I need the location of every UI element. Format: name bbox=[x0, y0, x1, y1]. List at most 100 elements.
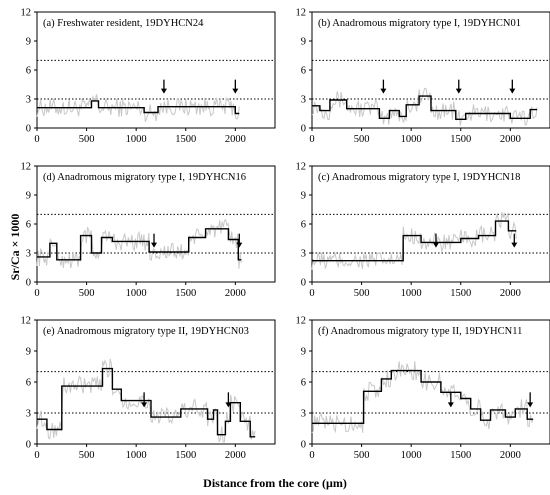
y-tick-label: 6 bbox=[301, 378, 306, 389]
y-tick-label: 12 bbox=[21, 162, 32, 173]
x-tick-label: 500 bbox=[79, 288, 95, 299]
x-tick-label: 0 bbox=[309, 450, 314, 461]
y-tick-label: 9 bbox=[301, 191, 306, 202]
y-tick-label: 3 bbox=[301, 249, 306, 260]
y-tick-label: 0 bbox=[26, 278, 31, 289]
x-tick-label: 0 bbox=[34, 288, 39, 299]
arrow-head-icon bbox=[236, 242, 243, 248]
y-axis-label: Sr/Ca × 1000 bbox=[8, 214, 22, 281]
panel-b: 0 500 1000 1500 2000 0 3 6 9 12 (b) Anadromous mig… bbox=[296, 8, 550, 145]
y-tick-label: 0 bbox=[301, 440, 306, 451]
y-tick-label: 0 bbox=[26, 124, 31, 135]
raw-sr-ca-trace bbox=[311, 361, 534, 434]
stepped-mean-line bbox=[37, 367, 256, 438]
x-tick-label: 500 bbox=[354, 288, 370, 299]
x-tick-label: 500 bbox=[354, 134, 370, 145]
y-tick-label: 9 bbox=[301, 347, 306, 358]
arrow-head-icon bbox=[511, 242, 518, 248]
y-tick-label: 12 bbox=[296, 8, 307, 19]
arrow-head-icon bbox=[380, 88, 387, 94]
stepped-mean-line bbox=[37, 228, 242, 261]
panel-title: (a) Freshwater resident, 19DYHCN24 bbox=[43, 18, 204, 29]
y-tick-label: 0 bbox=[26, 440, 31, 451]
x-tick-label: 2000 bbox=[500, 450, 521, 461]
x-tick-label: 0 bbox=[34, 450, 39, 461]
y-tick-label: 6 bbox=[301, 220, 306, 231]
stepped-mean-line bbox=[312, 220, 517, 262]
x-tick-label: 1500 bbox=[450, 288, 471, 299]
arrow-head-icon bbox=[509, 88, 516, 94]
stepped-mean-line bbox=[312, 369, 534, 424]
y-tick-label: 0 bbox=[301, 124, 306, 135]
x-axis-label: Distance from the core (μm) bbox=[203, 476, 347, 490]
x-tick-label: 500 bbox=[79, 450, 95, 461]
stepped-mean-line bbox=[312, 95, 538, 120]
y-tick-label: 12 bbox=[21, 8, 32, 19]
panel-e: 0 500 1000 1500 2000 0 3 6 9 12 (e) Anadromous mig… bbox=[21, 316, 276, 461]
x-tick-label: 1000 bbox=[401, 288, 422, 299]
x-tick-label: 1500 bbox=[175, 134, 196, 145]
arrow-head-icon bbox=[141, 402, 148, 408]
x-tick-label: 1500 bbox=[175, 450, 196, 461]
arrow-head-icon bbox=[447, 402, 454, 408]
y-tick-label: 12 bbox=[21, 316, 32, 327]
raw-sr-ca-trace bbox=[311, 211, 517, 270]
x-tick-label: 0 bbox=[309, 288, 314, 299]
x-tick-label: 2000 bbox=[225, 288, 246, 299]
panel-c: 0 500 1000 1500 2000 0 3 6 9 12 (c) Anadromous mig… bbox=[296, 162, 550, 299]
x-tick-label: 2000 bbox=[225, 450, 246, 461]
panel-title: (b) Anadromous migratory type I, 19DYHCN… bbox=[318, 18, 521, 29]
arrow-head-icon bbox=[527, 402, 534, 408]
x-tick-label: 1000 bbox=[401, 134, 422, 145]
y-tick-label: 9 bbox=[301, 37, 306, 48]
x-tick-label: 500 bbox=[354, 450, 370, 461]
y-tick-label: 6 bbox=[26, 378, 31, 389]
y-tick-label: 3 bbox=[301, 409, 306, 420]
x-tick-label: 0 bbox=[34, 134, 39, 145]
y-tick-label: 6 bbox=[301, 66, 306, 77]
arrow-head-icon bbox=[432, 242, 439, 248]
panels: 0 500 1000 1500 2000 0 3 6 9 12 (a) Freshwater res… bbox=[21, 8, 550, 461]
stepped-mean-line bbox=[37, 100, 240, 115]
y-tick-label: 3 bbox=[26, 95, 31, 106]
y-tick-label: 9 bbox=[26, 191, 31, 202]
x-tick-label: 1000 bbox=[401, 450, 422, 461]
y-tick-label: 3 bbox=[301, 95, 306, 106]
arrow-head-icon bbox=[455, 88, 462, 94]
x-tick-label: 1000 bbox=[126, 288, 147, 299]
raw-sr-ca-trace bbox=[36, 358, 256, 443]
arrow-head-icon bbox=[160, 88, 167, 94]
panel-title: (e) Anadromous migratory type II, 19DYHC… bbox=[43, 326, 249, 337]
raw-sr-ca-trace bbox=[311, 87, 538, 126]
arrow-head-icon bbox=[225, 402, 232, 408]
y-tick-label: 0 bbox=[301, 278, 306, 289]
y-tick-label: 9 bbox=[26, 37, 31, 48]
x-tick-label: 2000 bbox=[500, 134, 521, 145]
y-tick-label: 3 bbox=[26, 409, 31, 420]
x-tick-label: 0 bbox=[309, 134, 314, 145]
x-tick-label: 1500 bbox=[450, 450, 471, 461]
arrow-head-icon bbox=[232, 88, 239, 94]
arrow-head-icon bbox=[151, 242, 158, 248]
x-tick-label: 1000 bbox=[126, 134, 147, 145]
y-tick-label: 6 bbox=[26, 66, 31, 77]
panel-d: 0 500 1000 1500 2000 0 3 6 9 12 (d) Anadromous mig… bbox=[21, 162, 276, 299]
panel-a: 0 500 1000 1500 2000 0 3 6 9 12 (a) Freshwater res… bbox=[21, 8, 276, 145]
panel-title: (c) Anadromous migratory type I, 19DYHCN… bbox=[318, 172, 520, 183]
y-tick-label: 12 bbox=[296, 162, 307, 173]
raw-sr-ca-trace bbox=[36, 218, 242, 269]
y-tick-label: 3 bbox=[26, 249, 31, 260]
x-tick-label: 1500 bbox=[450, 134, 471, 145]
y-tick-label: 9 bbox=[26, 347, 31, 358]
x-tick-label: 2000 bbox=[500, 288, 521, 299]
panel-title: (f) Anadromous migratory type II, 19DYHC… bbox=[318, 326, 522, 337]
x-tick-label: 500 bbox=[79, 134, 95, 145]
y-tick-label: 12 bbox=[296, 316, 307, 327]
panel-f: 0 500 1000 1500 2000 0 3 6 9 12 (f) Anadromous mig… bbox=[296, 316, 550, 461]
y-tick-label: 6 bbox=[26, 220, 31, 231]
x-tick-label: 1500 bbox=[175, 288, 196, 299]
panel-title: (d) Anadromous migratory type I, 19DYHCN… bbox=[43, 172, 246, 183]
x-tick-label: 1000 bbox=[126, 450, 147, 461]
x-tick-label: 2000 bbox=[225, 134, 246, 145]
